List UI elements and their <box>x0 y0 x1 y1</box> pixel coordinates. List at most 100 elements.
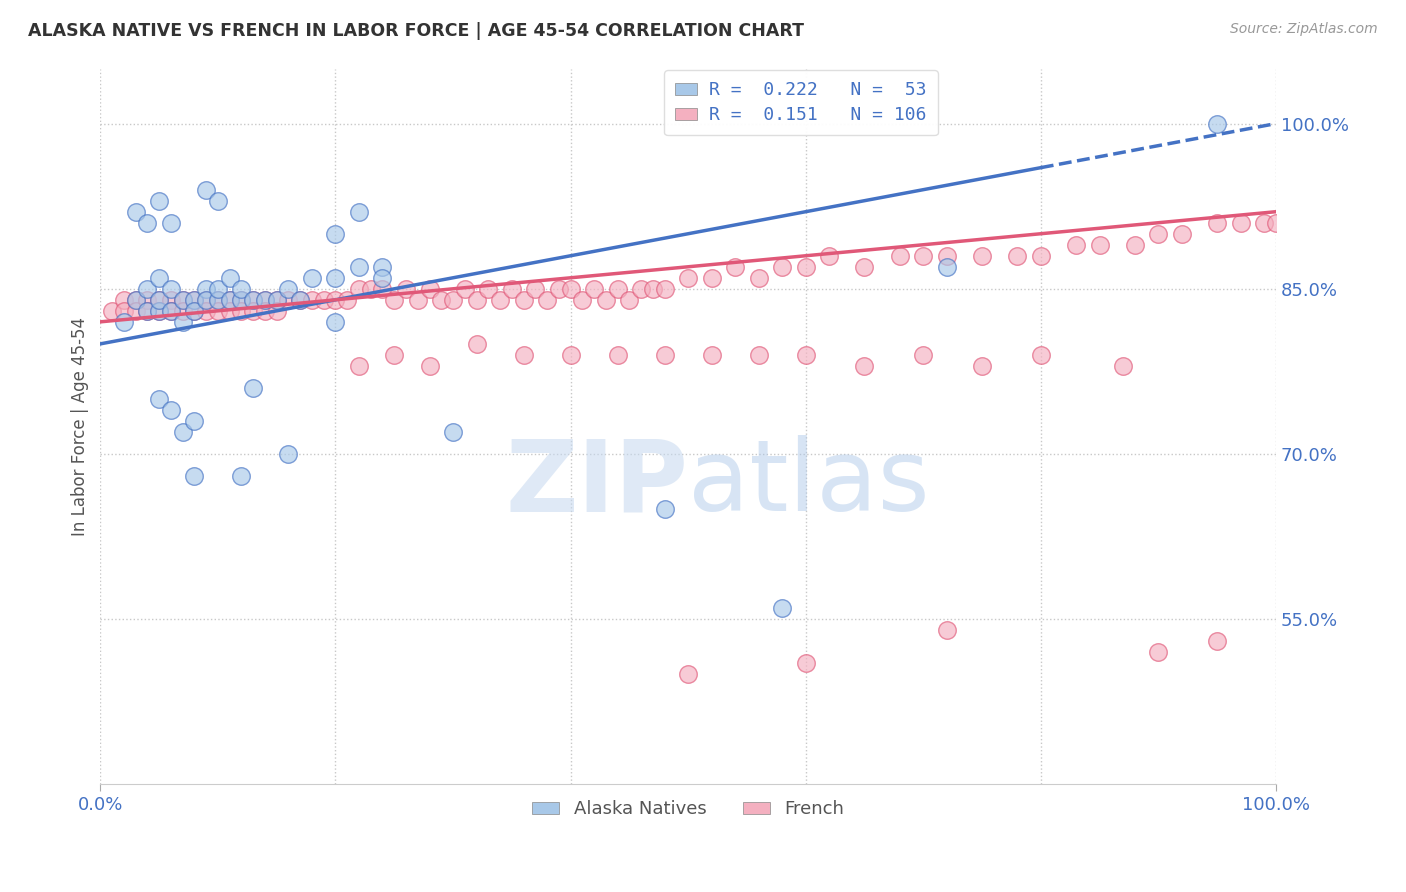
Point <box>148 270 170 285</box>
Point <box>290 293 312 307</box>
Point <box>195 293 218 307</box>
Point <box>547 282 569 296</box>
Point <box>207 303 229 318</box>
Point <box>935 624 957 638</box>
Point <box>970 359 993 373</box>
Point <box>1112 359 1135 373</box>
Point <box>454 282 477 296</box>
Point <box>160 303 183 318</box>
Point <box>183 303 205 318</box>
Point <box>112 315 135 329</box>
Point <box>418 359 440 373</box>
Point <box>395 282 418 296</box>
Point <box>935 249 957 263</box>
Point <box>512 293 534 307</box>
Point <box>489 293 512 307</box>
Point <box>889 249 911 263</box>
Text: atlas: atlas <box>688 435 929 533</box>
Point <box>101 303 124 318</box>
Point <box>242 303 264 318</box>
Point <box>231 282 253 296</box>
Point <box>325 227 347 241</box>
Point <box>172 293 194 307</box>
Text: Source: ZipAtlas.com: Source: ZipAtlas.com <box>1230 22 1378 37</box>
Point <box>501 282 523 296</box>
Point <box>465 337 488 351</box>
Point <box>382 293 405 307</box>
Point <box>136 282 159 296</box>
Point <box>290 293 312 307</box>
Point <box>560 348 582 362</box>
Point <box>371 282 394 296</box>
Point <box>441 293 464 307</box>
Point <box>266 293 288 307</box>
Point <box>524 282 547 296</box>
Point <box>325 293 347 307</box>
Text: ALASKA NATIVE VS FRENCH IN LABOR FORCE | AGE 45-54 CORRELATION CHART: ALASKA NATIVE VS FRENCH IN LABOR FORCE |… <box>28 22 804 40</box>
Point <box>347 282 370 296</box>
Point <box>231 293 253 307</box>
Point <box>441 425 464 439</box>
Point <box>912 348 935 362</box>
Point <box>1007 249 1029 263</box>
Point <box>654 348 676 362</box>
Point <box>347 359 370 373</box>
Point <box>1123 237 1146 252</box>
Point <box>183 414 205 428</box>
Point <box>207 293 229 307</box>
Point <box>619 293 641 307</box>
Point <box>654 282 676 296</box>
Point <box>1171 227 1194 241</box>
Point <box>124 303 146 318</box>
Point <box>1029 249 1052 263</box>
Point <box>1088 237 1111 252</box>
Point <box>218 293 240 307</box>
Point <box>336 293 359 307</box>
Point <box>218 270 240 285</box>
Point <box>360 282 382 296</box>
Point <box>148 293 170 307</box>
Point <box>253 293 276 307</box>
Point <box>183 293 205 307</box>
Point <box>770 601 793 615</box>
Point <box>676 667 699 681</box>
Point <box>218 293 240 307</box>
Point <box>112 303 135 318</box>
Point <box>266 303 288 318</box>
Point <box>231 293 253 307</box>
Point <box>630 282 652 296</box>
Y-axis label: In Labor Force | Age 45-54: In Labor Force | Age 45-54 <box>72 317 89 536</box>
Point <box>160 403 183 417</box>
Point <box>748 348 770 362</box>
Point <box>148 392 170 406</box>
Point <box>195 183 218 197</box>
Point <box>148 293 170 307</box>
Point <box>794 657 817 671</box>
Point <box>172 303 194 318</box>
Point <box>242 293 264 307</box>
Point <box>325 270 347 285</box>
Point <box>1147 645 1170 659</box>
Point <box>1206 117 1229 131</box>
Point <box>1147 227 1170 241</box>
Point <box>266 293 288 307</box>
Point <box>253 293 276 307</box>
Point <box>160 216 183 230</box>
Point <box>301 293 323 307</box>
Point <box>160 282 183 296</box>
Point <box>853 260 876 274</box>
Point <box>676 270 699 285</box>
Point <box>160 293 183 307</box>
Point <box>136 216 159 230</box>
Point <box>195 282 218 296</box>
Point <box>136 303 159 318</box>
Point <box>641 282 664 296</box>
Point <box>748 270 770 285</box>
Point <box>148 303 170 318</box>
Point <box>172 425 194 439</box>
Text: ZIP: ZIP <box>505 435 688 533</box>
Point <box>1206 634 1229 648</box>
Point <box>970 249 993 263</box>
Point <box>571 293 593 307</box>
Point <box>301 270 323 285</box>
